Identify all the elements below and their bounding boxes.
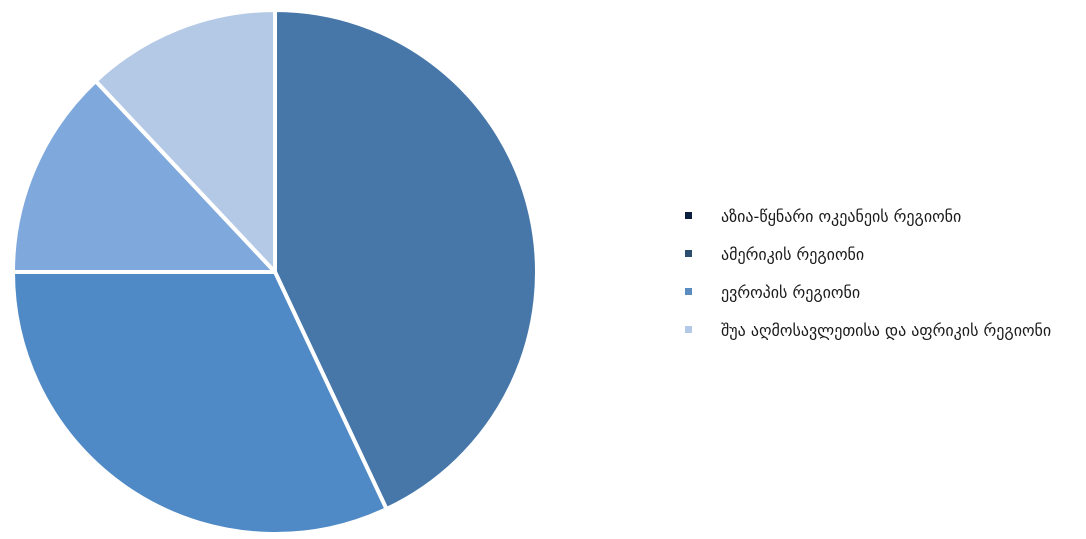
- legend-swatch: [685, 288, 692, 295]
- pie-slice: [93, 8, 277, 274]
- legend: აზია-წყნარი ოკეანეის რეგიონი ამერიკის რეგ…: [683, 198, 1063, 350]
- pie-slice: [11, 79, 277, 274]
- pie-slice: [11, 270, 389, 536]
- legend-label: აზია-წყნარი ოკეანეის რეგიონი: [721, 207, 962, 226]
- legend-swatch: [685, 326, 692, 333]
- legend-swatch: [685, 250, 692, 257]
- legend-label: შუა აღმოსავლეთისა და აფრიკის რეგიონი: [721, 321, 1052, 340]
- pie-slice: [273, 8, 539, 512]
- legend-item: ევროპის რეგიონი: [683, 274, 1063, 312]
- legend-label: ამერიკის რეგიონი: [721, 245, 865, 264]
- legend-item: ამერიკის რეგიონი: [683, 236, 1063, 274]
- legend-item: შუა აღმოსავლეთისა და აფრიკის რეგიონი: [683, 312, 1063, 350]
- legend-swatch: [685, 212, 692, 219]
- pie-chart: [11, 8, 539, 536]
- legend-label: ევროპის რეგიონი: [721, 283, 861, 302]
- legend-item: აზია-წყნარი ოკეანეის რეგიონი: [683, 198, 1063, 236]
